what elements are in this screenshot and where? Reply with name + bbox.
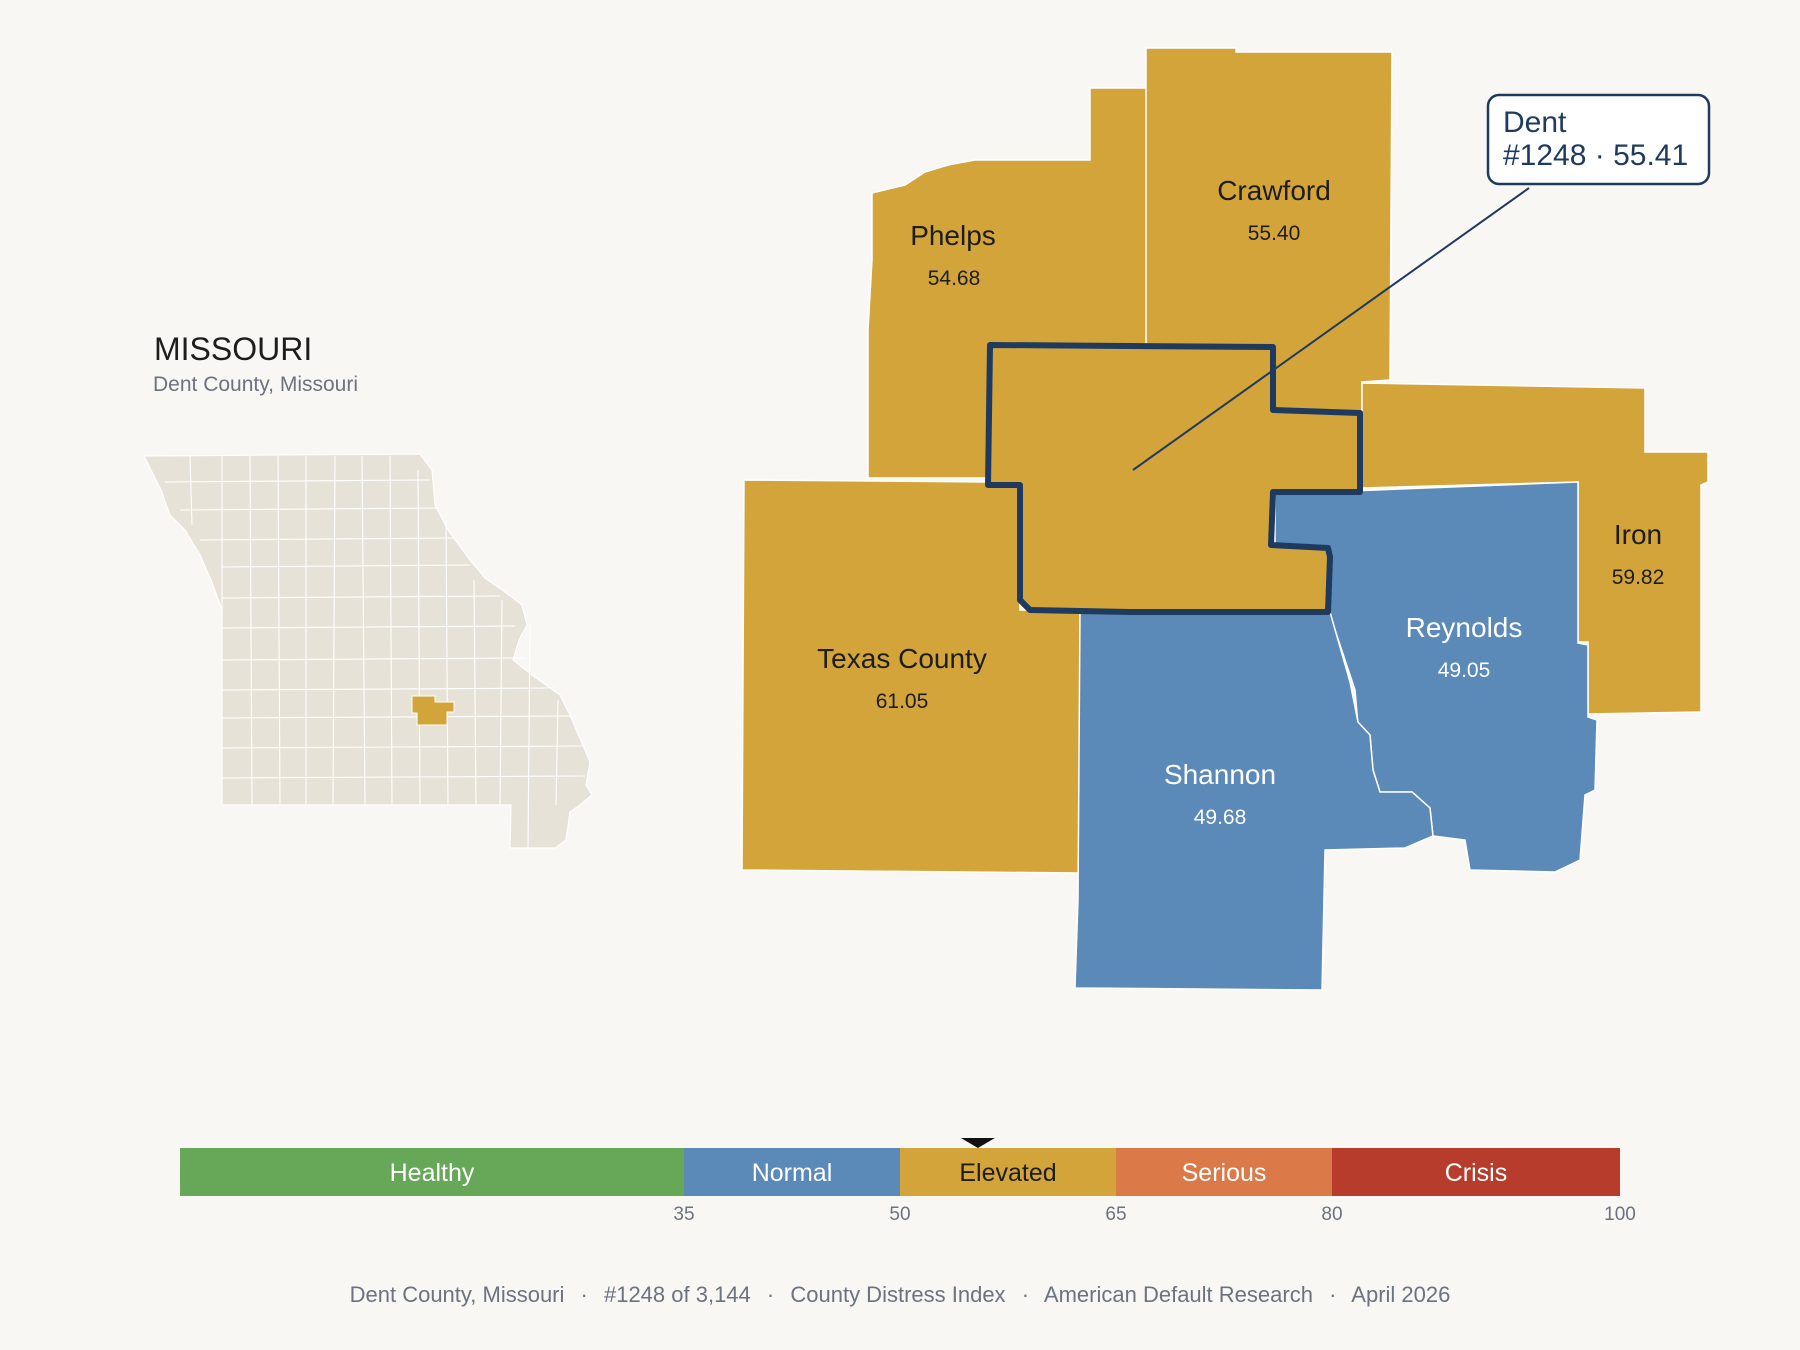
footer-separator-3: · [1021, 1282, 1030, 1307]
callout-line-2: #1248 · 55.41 [1503, 139, 1688, 172]
scale-tick-65: 65 [1105, 1204, 1126, 1225]
footer-separator-4: · [1329, 1282, 1337, 1307]
missouri-state-shape [143, 453, 593, 849]
label-texas-name: Texas County [817, 643, 987, 674]
footer: Dent County, Missouri · #1248 of 3,144 ·… [0, 1282, 1800, 1308]
scale-label-healthy: Healthy [390, 1159, 475, 1187]
footer-county: Dent County, Missouri [349, 1282, 565, 1307]
state-subtitle: Dent County, Missouri [153, 373, 358, 396]
callout-leader-line [1132, 187, 1530, 471]
callout-box [1486, 93, 1711, 186]
footer-index-name: County Distress Index [790, 1282, 1006, 1307]
scale-tick-80: 80 [1321, 1204, 1342, 1225]
state-title: MISSOURI [154, 331, 312, 367]
label-crawford-value: 55.40 [1248, 222, 1301, 245]
label-shannon-value: 49.68 [1194, 806, 1247, 829]
label-iron-name: Iron [1614, 519, 1662, 550]
label-crawford-name: Crawford [1217, 175, 1331, 206]
state-highlight-dent [411, 695, 455, 726]
scale-marker [960, 1138, 995, 1148]
scale-tick-50: 50 [889, 1204, 910, 1225]
label-phelps-name: Phelps [910, 220, 996, 251]
color-scale: Healthy Normal Elevated Serious Crisis 35 50 65… [180, 1138, 1636, 1225]
label-iron-value: 59.82 [1612, 566, 1665, 589]
label-shannon-name: Shannon [1164, 759, 1276, 790]
scale-tick-35: 35 [673, 1204, 694, 1225]
scale-segment-elevated [900, 1148, 1116, 1196]
label-phelps-value: 54.68 [928, 267, 981, 290]
county-shannon[interactable] [1074, 611, 1434, 991]
footer-separator-1: · [580, 1282, 588, 1307]
footer-date: April 2026 [1351, 1282, 1451, 1307]
scale-segment-crisis [1332, 1148, 1620, 1196]
footer-rank: #1248 of 3,144 [603, 1282, 751, 1307]
callout-line-1: Dent [1503, 106, 1567, 139]
label-texas-value: 61.05 [876, 690, 929, 713]
state-inset-map [143, 453, 593, 849]
regional-map [741, 47, 1709, 991]
scale-segment-serious [1116, 1148, 1332, 1196]
scale-label-crisis: Crisis [1445, 1159, 1508, 1187]
scale-label-serious: Serious [1182, 1159, 1267, 1187]
county-dent-outline[interactable] [985, 342, 1363, 615]
footer-source: American Default Research [1043, 1282, 1313, 1307]
state-county-grid [164, 455, 586, 849]
scale-segment-healthy [180, 1148, 684, 1196]
label-reynolds-name: Reynolds [1406, 612, 1523, 643]
scale-label-normal: Normal [752, 1159, 833, 1187]
county-reynolds[interactable] [1274, 481, 1598, 873]
footer-separator-2: · [766, 1282, 775, 1307]
scale-segment-normal [684, 1148, 900, 1196]
scale-label-elevated: Elevated [959, 1159, 1056, 1187]
label-reynolds-value: 49.05 [1438, 659, 1491, 682]
scale-tick-100: 100 [1604, 1204, 1636, 1225]
